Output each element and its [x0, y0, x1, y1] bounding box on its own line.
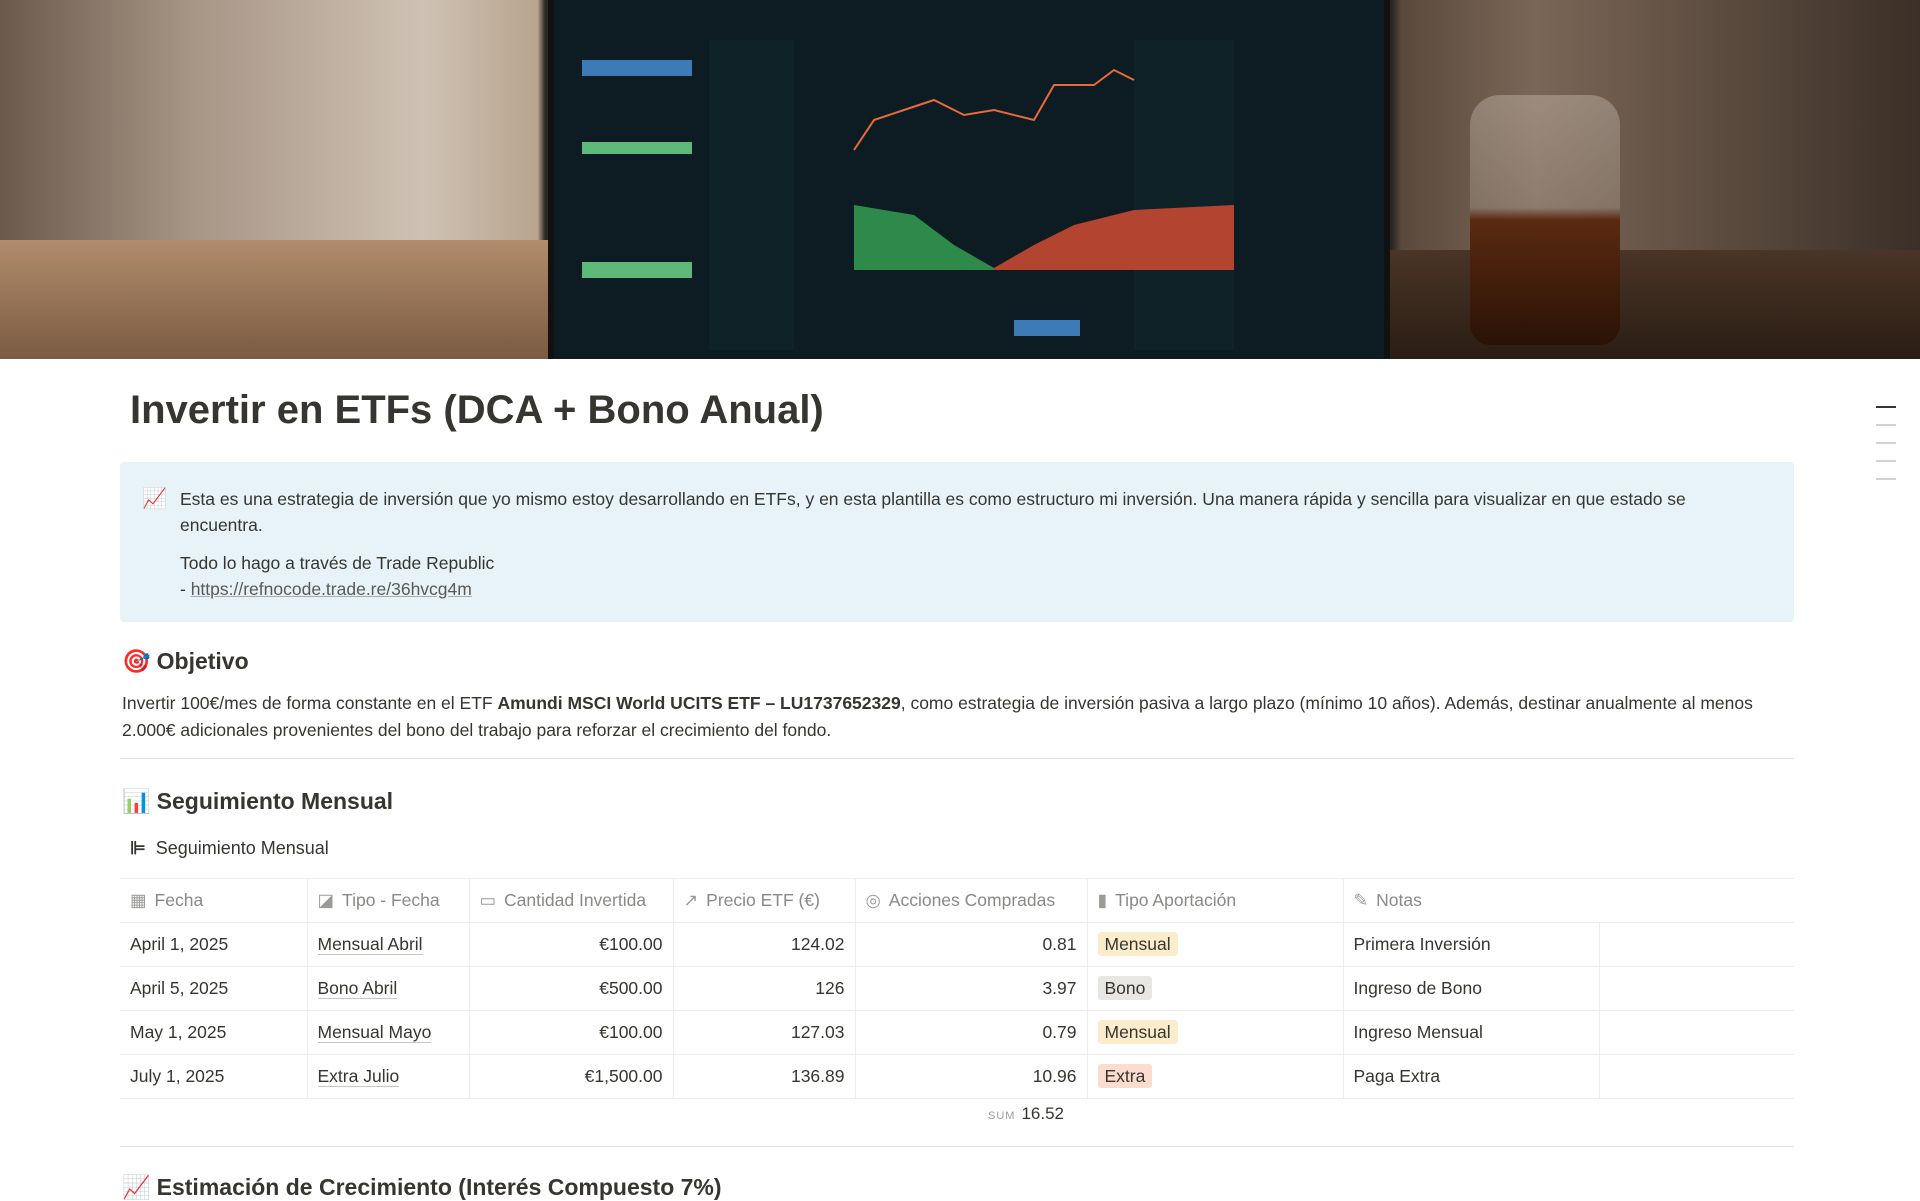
cell-precio[interactable]: 126 — [672, 966, 856, 1011]
cell-cantidad[interactable]: €100.00 — [468, 1010, 674, 1055]
cell-empty — [1598, 1054, 1794, 1099]
sum-value: 16.52 — [1021, 1104, 1064, 1123]
table-row[interactable]: July 1, 2025 Extra Julio €1,500.00 136.8… — [120, 1054, 1794, 1099]
cell-tipo-aportacion[interactable]: Mensual — [1086, 922, 1344, 967]
callout: 📈 Esta es una estrategia de inversión qu… — [120, 462, 1794, 622]
trade-republic-link[interactable]: https://refnocode.trade.re/36hvcg4m — [190, 579, 472, 599]
aportacion-tag: Bono — [1097, 976, 1153, 1000]
text: , como estrategia de inversión pasiva a … — [122, 693, 1753, 740]
cell-tipo-fecha[interactable]: Bono Abril — [306, 966, 470, 1011]
cell-acciones[interactable]: 0.81 — [854, 922, 1088, 967]
table-header: ▦ Fecha ◪ Tipo - Fecha ▭ Cantidad Invertida… — [120, 878, 1794, 923]
cell-notas[interactable]: Paga Extra — [1342, 1054, 1600, 1099]
table-row[interactable]: April 5, 2025 Bono Abril €500.00 126 3.9… — [120, 966, 1794, 1011]
cell-fecha[interactable]: April 1, 2025 — [120, 922, 308, 967]
cell-cantidad[interactable]: €1,500.00 — [468, 1054, 674, 1099]
cell-acciones[interactable]: 3.97 — [854, 966, 1088, 1011]
estimacion-heading: 📈 Estimación de Crecimiento (Interés Comp… — [122, 1174, 722, 1201]
col-precio[interactable]: ↗ Precio ETF (€) — [672, 878, 856, 923]
table-row[interactable]: April 1, 2025 Mensual Abril €100.00 124.… — [120, 922, 1794, 967]
table-row[interactable]: May 1, 2025 Mensual Mayo €100.00 127.03 … — [120, 1010, 1794, 1055]
objetivo-text: Invertir 100€/mes de forma constante en … — [122, 690, 1794, 744]
heading-text: Seguimiento Mensual — [156, 788, 394, 814]
jar — [1470, 95, 1620, 345]
cell-tipo-aportacion[interactable]: Bono — [1086, 966, 1344, 1011]
cell-precio[interactable]: 136.89 — [672, 1054, 856, 1099]
etf-name: Amundi MSCI World UCITS ETF – LU17376523… — [497, 693, 901, 713]
cell-acciones[interactable]: 10.96 — [854, 1054, 1088, 1099]
cell-cantidad[interactable]: €500.00 — [468, 966, 674, 1011]
col-notas[interactable]: ✎ Notas — [1342, 878, 1794, 923]
cell-fecha[interactable]: May 1, 2025 — [120, 1010, 308, 1055]
text: Invertir 100€/mes de forma constante en … — [122, 693, 498, 713]
chart-icon: ◪ — [317, 890, 335, 910]
calendar-icon: ▦ — [130, 890, 147, 910]
seguimiento-heading: 📊 Seguimiento Mensual — [122, 788, 393, 815]
target-icon: ◎ — [865, 890, 881, 910]
col-fecha[interactable]: ▦ Fecha — [120, 878, 308, 923]
chart-increasing-icon: 📈 — [122, 1174, 151, 1200]
callout-line2: Todo lo hago a través de Trade Republic — [180, 553, 495, 573]
callout-text: Esta es una estrategia de inversión que … — [180, 489, 1686, 535]
col-tipo-aportacion[interactable]: ▮ Tipo Aportación — [1086, 878, 1344, 923]
edit-icon: ✎ — [1353, 890, 1369, 910]
cell-empty — [1598, 1010, 1794, 1055]
cell-tipo-aportacion[interactable]: Extra — [1086, 1054, 1344, 1099]
cell-acciones[interactable]: 0.79 — [854, 1010, 1088, 1055]
col-acciones[interactable]: ◎ Acciones Compradas — [854, 878, 1088, 923]
bar-chart-icon: 📊 — [122, 788, 151, 814]
cell-tipo-fecha[interactable]: Mensual Mayo — [306, 1010, 470, 1055]
cell-tipo-fecha[interactable]: Extra Julio — [306, 1054, 470, 1099]
cell-empty — [1598, 966, 1794, 1011]
col-cantidad[interactable]: ▭ Cantidad Invertida — [468, 878, 674, 923]
trading-screen — [548, 0, 1390, 359]
heading-text: Objetivo — [156, 648, 249, 674]
cell-notas[interactable]: Ingreso de Bono — [1342, 966, 1600, 1011]
dash: - — [180, 579, 191, 599]
divider — [120, 758, 1794, 759]
aportacion-tag: Mensual — [1097, 932, 1178, 956]
money-icon: ▭ — [479, 890, 497, 910]
objetivo-heading: 🎯 Objetivo — [122, 648, 249, 675]
cell-notas[interactable]: Primera Inversión — [1342, 922, 1600, 967]
page-title: Invertir en ETFs (DCA + Bono Anual) — [130, 388, 824, 432]
page-link[interactable]: Mensual Abril — [317, 934, 423, 955]
cell-tipo-aportacion[interactable]: Mensual — [1086, 1010, 1344, 1055]
chart-increasing-icon: 📈 — [142, 488, 167, 510]
heading-text: Estimación de Crecimiento (Interés Compu… — [156, 1174, 722, 1200]
col-tipo-fecha[interactable]: ◪ Tipo - Fecha — [306, 878, 470, 923]
trend-icon: ↗ — [683, 890, 699, 910]
aportacion-tag: Mensual — [1097, 1020, 1178, 1044]
sum-acciones[interactable]: SUM 16.52 — [988, 1104, 1064, 1124]
aportacion-tag: Extra — [1097, 1064, 1153, 1088]
db-title-text: Seguimiento Mensual — [155, 838, 329, 858]
table-of-contents[interactable] — [1876, 406, 1896, 496]
target-icon: 🎯 — [122, 648, 151, 674]
cell-fecha[interactable]: July 1, 2025 — [120, 1054, 308, 1099]
select-icon: ▮ — [1097, 890, 1108, 910]
cell-empty — [1598, 922, 1794, 967]
page-link[interactable]: Extra Julio — [317, 1066, 400, 1087]
seguimiento-table: ▦ Fecha ◪ Tipo - Fecha ▭ Cantidad Invertida… — [120, 878, 1794, 1099]
database-title[interactable]: ⊫ Seguimiento Mensual — [130, 838, 329, 859]
page-link[interactable]: Mensual Mayo — [317, 1022, 432, 1043]
cell-fecha[interactable]: April 5, 2025 — [120, 966, 308, 1011]
sum-label: SUM — [988, 1110, 1016, 1122]
cell-cantidad[interactable]: €100.00 — [468, 922, 674, 967]
cell-tipo-fecha[interactable]: Mensual Abril — [306, 922, 470, 967]
divider — [120, 1146, 1794, 1147]
cell-precio[interactable]: 124.02 — [672, 922, 856, 967]
cell-notas[interactable]: Ingreso Mensual — [1342, 1010, 1600, 1055]
timeline-icon: ⊫ — [130, 838, 146, 858]
page-link[interactable]: Bono Abril — [317, 978, 398, 999]
cover-image — [0, 0, 1920, 359]
cell-precio[interactable]: 127.03 — [672, 1010, 856, 1055]
